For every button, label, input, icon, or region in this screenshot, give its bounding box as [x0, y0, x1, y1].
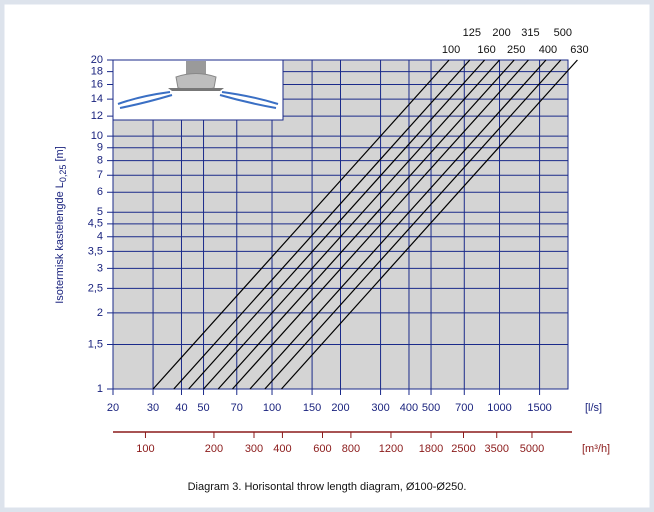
- y-tick-label: 2,5: [88, 282, 103, 294]
- y-tick-label: 14: [91, 93, 103, 105]
- caption: Diagram 3. Horisontal throw length diagr…: [188, 481, 467, 493]
- diffuser: [176, 74, 216, 91]
- y-tick-label: 18: [91, 65, 103, 77]
- series-label: 100: [442, 44, 460, 56]
- x-axis-label: [l/s]: [585, 402, 602, 414]
- x-tick-label: 70: [231, 402, 243, 414]
- y-tick-label: 9: [97, 142, 103, 154]
- x2-tick-label: 3500: [484, 443, 508, 455]
- x2-axis-label: [m³/h]: [582, 443, 610, 455]
- series-label: 315: [521, 27, 539, 39]
- x-tick-label: 30: [147, 402, 159, 414]
- x2-tick-label: 200: [205, 443, 223, 455]
- x-tick-label: 700: [455, 402, 473, 414]
- series-label: 160: [477, 44, 495, 56]
- y-tick-label: 3: [97, 262, 103, 274]
- inset: [113, 60, 283, 120]
- y-tick-label: 7: [97, 169, 103, 181]
- x-tick-label: 1000: [487, 402, 511, 414]
- y-label-unit: [m]: [54, 146, 66, 164]
- x2-tick-label: 100: [136, 443, 154, 455]
- x2-tick-label: 5000: [520, 443, 544, 455]
- x2-tick-label: 800: [342, 443, 360, 455]
- series-label: 500: [554, 27, 572, 39]
- page: Isotermisk kastelengde L0,25 [m] [l/s] […: [0, 0, 654, 512]
- y-tick-label: 1,5: [88, 338, 103, 350]
- x2-tick-label: 1800: [419, 443, 443, 455]
- y-tick-label: 16: [91, 78, 103, 90]
- y-tick-label: 3,5: [88, 245, 103, 257]
- x2-tick-label: 2500: [451, 443, 475, 455]
- x-tick-label: 200: [331, 402, 349, 414]
- series-label: 200: [492, 27, 510, 39]
- y-tick-label: 8: [97, 155, 103, 167]
- y-tick-label: 20: [91, 54, 103, 66]
- y-label-sub: 0,25: [58, 165, 68, 183]
- x-tick-label: 300: [371, 402, 389, 414]
- x-tick-label: 400: [400, 402, 418, 414]
- x2-tick-label: 600: [313, 443, 331, 455]
- y-tick-label: 10: [91, 130, 103, 142]
- x-tick-label: 50: [197, 402, 209, 414]
- series-label: 630: [570, 44, 588, 56]
- y-tick-label: 4: [97, 231, 103, 243]
- x-tick-label: 150: [303, 402, 321, 414]
- x2-tick-label: 400: [273, 443, 291, 455]
- y-tick-label: 5: [97, 206, 103, 218]
- x-tick-label: 100: [263, 402, 281, 414]
- x2-tick-label: 1200: [379, 443, 403, 455]
- x-tick-label: 1500: [527, 402, 551, 414]
- y-tick-label: 4,5: [88, 218, 103, 230]
- x2-tick-label: 300: [245, 443, 263, 455]
- series-label: 250: [507, 44, 525, 56]
- x-tick-label: 40: [175, 402, 187, 414]
- y-tick-label: 6: [97, 186, 103, 198]
- series-label: 125: [463, 27, 481, 39]
- y-tick-label: 2: [97, 307, 103, 319]
- series-label: 400: [539, 44, 557, 56]
- y-tick-label: 12: [91, 110, 103, 122]
- x-tick-label: 20: [107, 402, 119, 414]
- y-label-main: Isotermisk kastelengde L: [54, 182, 66, 304]
- chart: Isotermisk kastelengde L0,25 [m] [l/s] […: [0, 0, 654, 512]
- y-tick-label: 1: [97, 383, 103, 395]
- diffuser-rim: [168, 88, 224, 91]
- x-tick-label: 500: [422, 402, 440, 414]
